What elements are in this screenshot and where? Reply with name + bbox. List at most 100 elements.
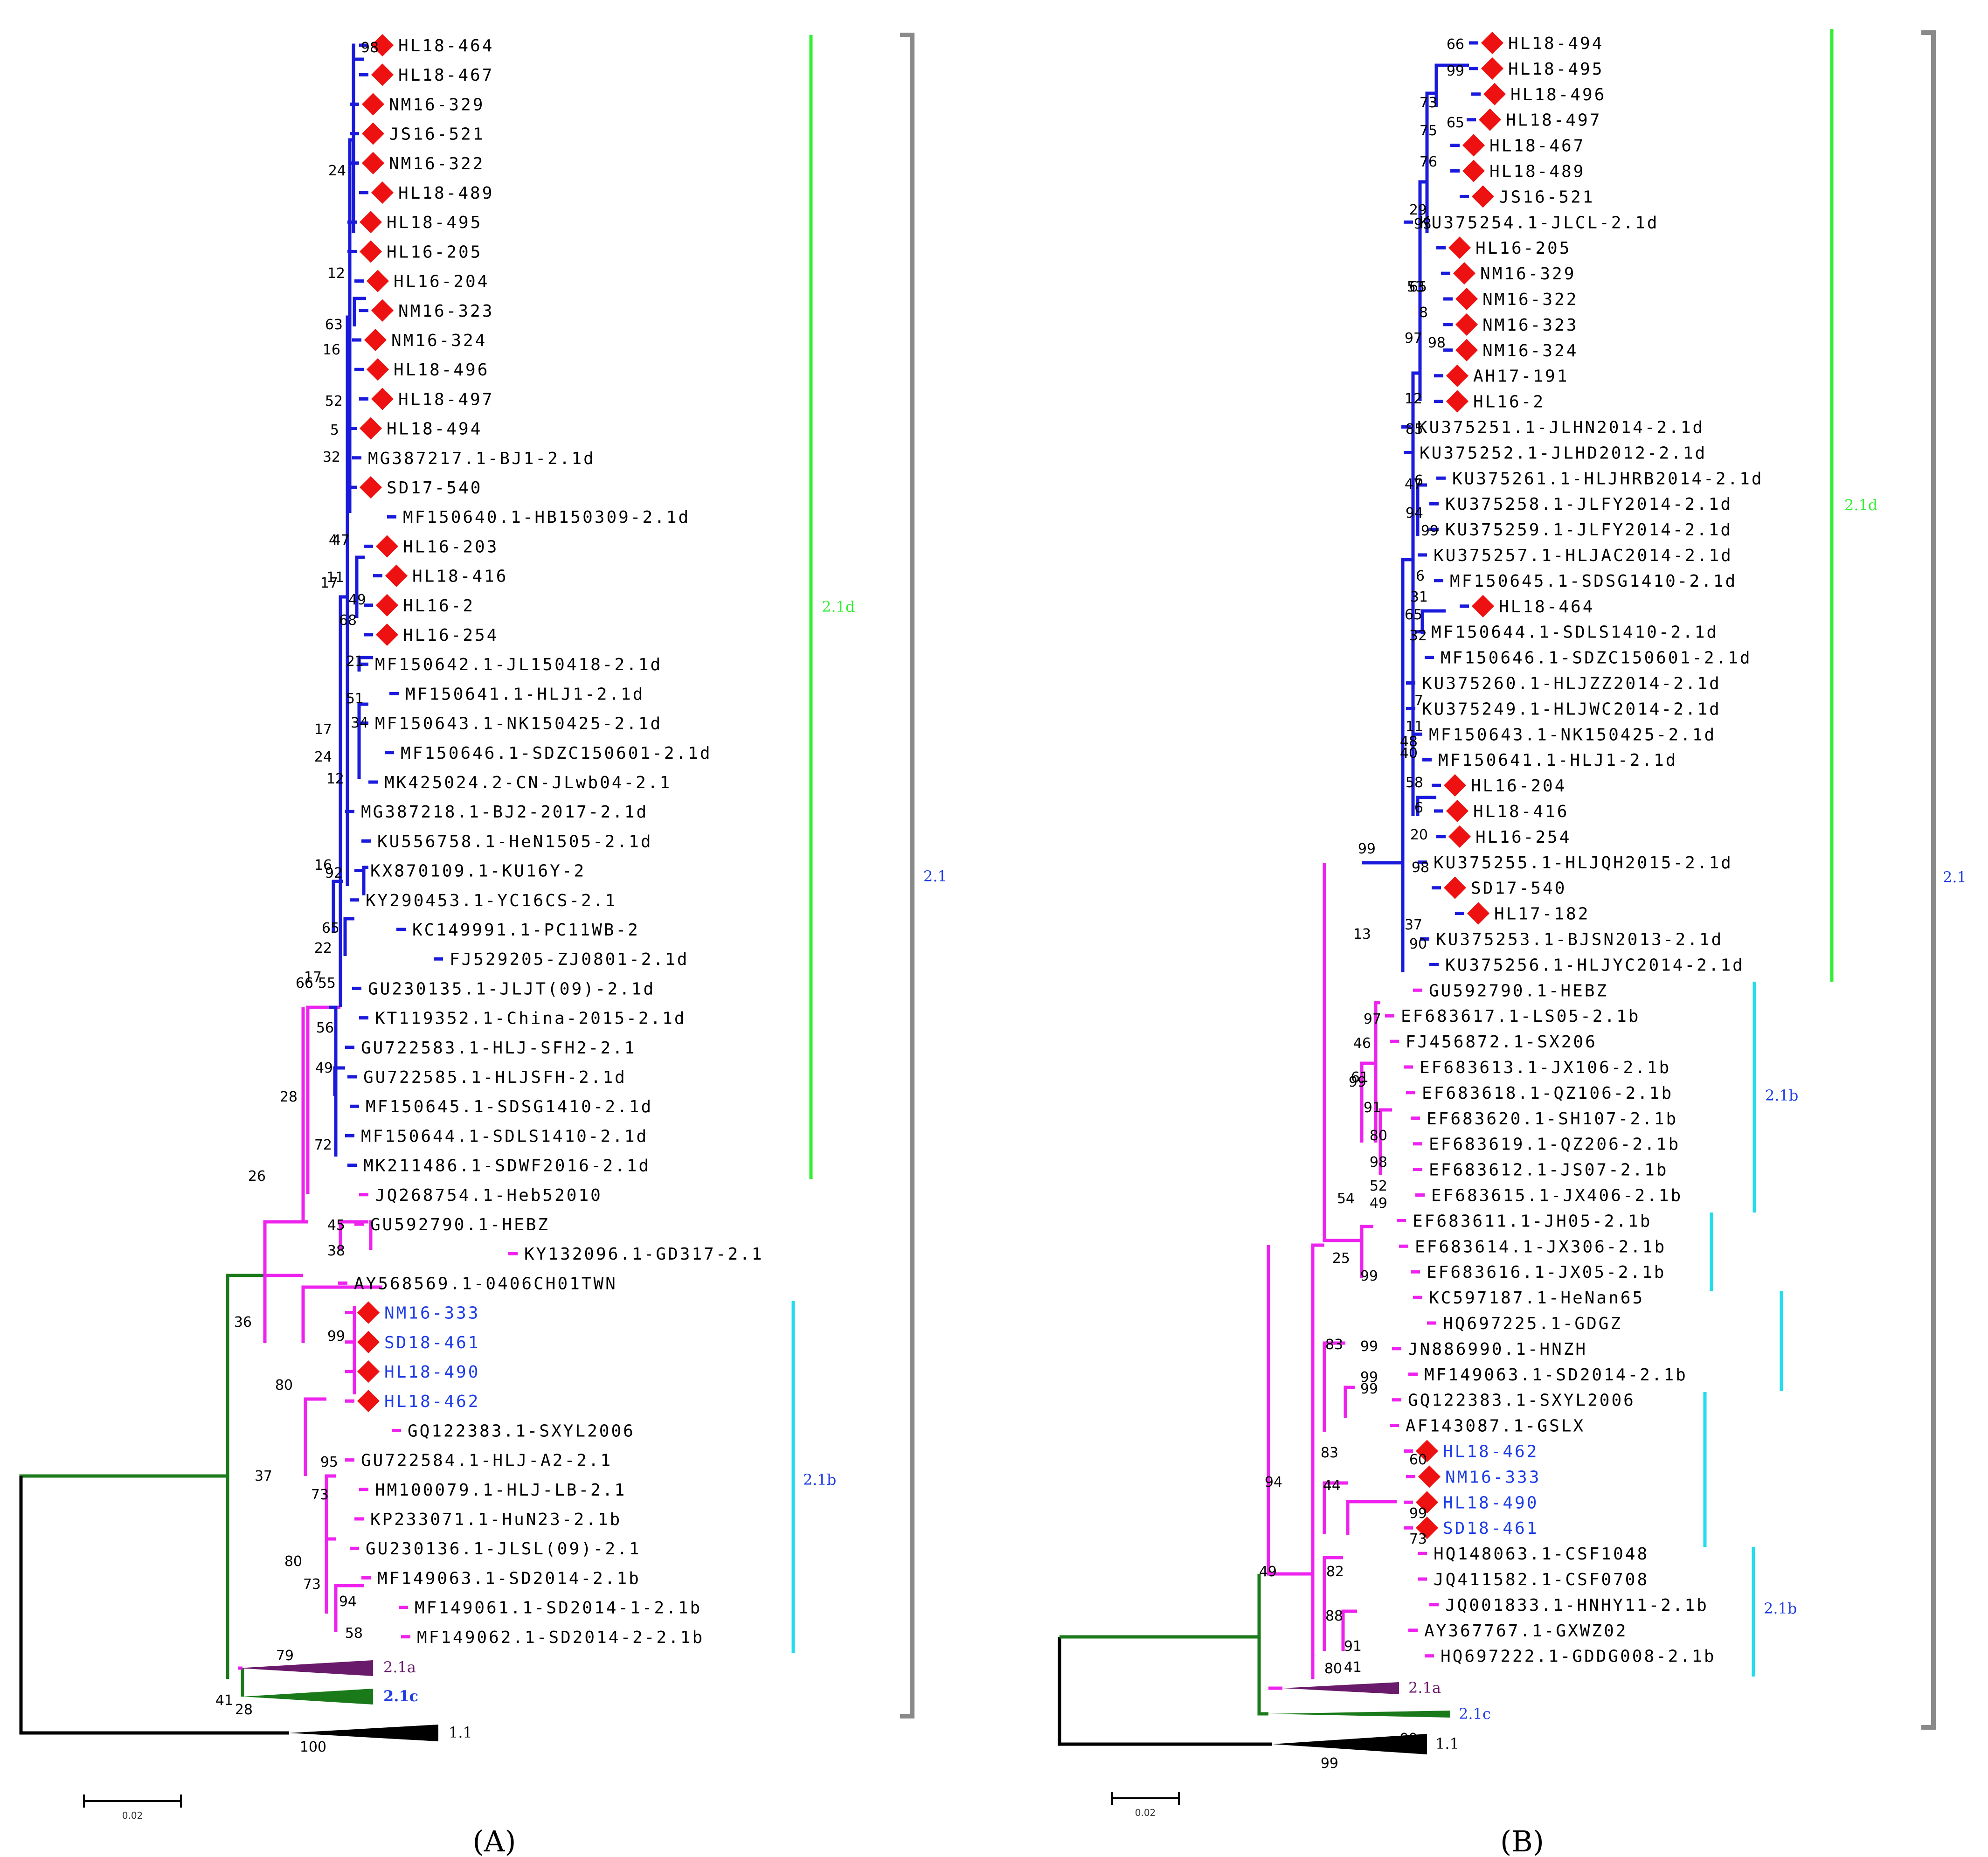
sample-marker-icon <box>361 152 385 174</box>
branch-21 <box>1344 1386 1355 1418</box>
tip-label-ku375255-1-hljqh2015-2-1d: KU375255.1-HLJQH2015-2.1d <box>1434 853 1733 873</box>
sample-marker-icon <box>1467 902 1490 925</box>
bootstrap-value: 56 <box>316 1020 334 1036</box>
bootstrap-value: 46 <box>1353 1035 1371 1052</box>
branch-22 <box>329 1005 338 1157</box>
bootstrap-value: 16 <box>323 342 340 358</box>
tip-label-sd18-461: SD18-461 <box>384 1333 480 1352</box>
tip-label-js16-521: JS16-521 <box>389 125 485 144</box>
sample-marker-icon <box>1415 1440 1439 1462</box>
sample-marker-icon <box>357 1330 380 1353</box>
collapsed-label-1-1-b: 1.1 <box>1435 1735 1459 1753</box>
bootstrap-value: 40 <box>1400 745 1418 762</box>
bootstrap-value: 17 <box>314 721 332 738</box>
branch-0 <box>19 1474 228 1721</box>
tip-label-gu230136-1-jlsl-09-2-1: GU230136.1-JLSL(09)-2.1 <box>366 1539 641 1559</box>
bootstrap-value: 36 <box>234 1314 252 1330</box>
bootstrap-value: 100 <box>300 1739 326 1755</box>
bootstrap-value: 41 <box>215 1692 233 1709</box>
bootstrap-value: 52 <box>325 393 343 409</box>
panel-label-b: (B) <box>1500 1824 1544 1857</box>
branch-4 <box>1267 1245 1313 1576</box>
tip-label-hl18-495: HL18-495 <box>387 213 482 232</box>
bootstrap-value: 12 <box>326 771 344 787</box>
collapsed-clade-2-1a <box>238 1660 373 1676</box>
tip-label-gu592790-1-hebz: GU592790.1-HEBZ <box>1429 981 1608 1000</box>
tip-label-mf150643-1-nk150425-2-1d: MF150643.1-NK150425-2.1d <box>375 714 662 734</box>
tip-label-hl16-2: HL16-2 <box>403 596 475 616</box>
sample-marker-icon <box>385 564 408 587</box>
tip-label-ku375249-1-hljwc2014-2-1d: KU375249.1-HLJWC2014-2.1d <box>1422 700 1721 719</box>
collapsed-clade-2-1a-b <box>1282 1682 1399 1694</box>
tip-label-kt119352-1-china-2015-2-1d: KT119352.1-China-2015-2.1d <box>375 1009 686 1028</box>
tip-label-gu722584-1-hlj-a2-2-1: GU722584.1-HLJ-A2-2.1 <box>361 1451 612 1470</box>
branch-20 <box>343 917 354 956</box>
bootstrap-value: 11 <box>1406 719 1423 735</box>
bootstrap-value: 49 <box>1259 1564 1277 1580</box>
tip-label-nm16-324: NM16-324 <box>1482 341 1578 360</box>
branch-7 <box>301 1007 308 1224</box>
branch-8 <box>1401 558 1413 972</box>
sample-marker-icon <box>359 417 382 440</box>
bootstrap-value: 53 <box>1407 279 1425 295</box>
bootstrap-value: 76 <box>1420 154 1437 170</box>
tip-label-hl18-497: HL18-497 <box>1506 111 1601 130</box>
tip-label-hl18-496: HL18-496 <box>1510 85 1606 104</box>
tip-label-ay568569-1-0406ch01twn: AY568569.1-0406CH01TWN <box>354 1274 617 1293</box>
tip-label-mf149061-1-sd2014-1-2-1b: MF149061.1-SD2014-1-2.1b <box>415 1599 702 1618</box>
branch-23 <box>333 1066 345 1096</box>
bootstrap-value: 49 <box>1370 1195 1387 1212</box>
sample-marker-icon <box>1446 390 1469 413</box>
tip-label-mf150644-1-sdls1410-2-1d: MF150644.1-SDLS1410-2.1d <box>1431 623 1718 642</box>
branch-13 <box>1416 483 1427 536</box>
tip-label-hl16-2: HL16-2 <box>1473 393 1545 412</box>
bootstrap-value: 99 <box>1400 1731 1418 1747</box>
tip-label-hq697225-1-gdgz: HQ697225.1-GDGZ <box>1443 1314 1622 1333</box>
bootstrap-value: 92 <box>325 865 343 881</box>
branch-14 <box>1420 609 1446 634</box>
clade-label-2-1: 2.1 <box>923 867 947 885</box>
sample-marker-icon <box>1462 134 1485 157</box>
tip-label-kc149991-1-pc11wb-2: KC149991.1-PC11WB-2 <box>412 921 640 940</box>
bootstrap-value: 65 <box>1447 115 1464 131</box>
bootstrap-value: 32 <box>1409 628 1427 644</box>
bootstrap-value: 60 <box>1409 1452 1427 1468</box>
bootstrap-value: 24 <box>328 163 346 179</box>
branch-10 <box>1418 180 1427 401</box>
bootstrap-value: 26 <box>248 1168 266 1185</box>
branch-5 <box>263 1220 303 1275</box>
panel-a-tip-labels: HL18-464 HL18-467 NM16-329 JS16-521 NM16-322… <box>354 36 762 1647</box>
tip-label-hl18-489: HL18-489 <box>398 184 494 203</box>
sample-marker-icon <box>357 1301 380 1324</box>
bootstrap-value: 28 <box>280 1089 298 1105</box>
tip-label-hl18-416: HL18-416 <box>1473 802 1569 821</box>
bootstrap-value: 49 <box>348 592 366 608</box>
tip-label-ku556758-1-hen1505-2-1d: KU556758.1-HeN1505-2.1d <box>377 832 653 851</box>
branch-20 <box>1323 1341 1345 1432</box>
bootstrap-value: 91 <box>1364 1100 1381 1116</box>
tip-label-hl16-254: HL16-254 <box>1475 828 1571 847</box>
bootstrap-value: 83 <box>1325 1337 1343 1353</box>
branch-6 <box>1323 863 1362 1242</box>
sample-marker-icon <box>1471 185 1495 208</box>
bootstrap-value: 63 <box>325 317 343 333</box>
tip-label-mg387217-1-bj1-2-1d: MG387217.1-BJ1-2.1d <box>368 449 596 468</box>
tip-label-nm16-329: NM16-329 <box>389 95 485 114</box>
tip-label-nm16-333: NM16-333 <box>1445 1468 1541 1487</box>
branch-22 <box>1323 1481 1348 1534</box>
collapsed-clade-1-1-b <box>1272 1734 1427 1754</box>
bootstrap-value: 98 <box>1428 335 1446 351</box>
branch-29 <box>325 1537 336 1614</box>
bootstrap-value: 7 <box>1414 693 1423 709</box>
clade-label-2-1b-b-lower: 2.1b <box>1764 1600 1797 1617</box>
tip-label-ef683616-1-jx05-2-1b: EF683616.1-JX05-2.1b <box>1427 1263 1666 1282</box>
sample-marker-icon <box>371 388 394 410</box>
tip-label-ku375257-1-hljac2014-2-1d: KU375257.1-HLJAC2014-2.1d <box>1434 546 1733 565</box>
tip-label-hl18-462: HL18-462 <box>1443 1442 1538 1462</box>
bootstrap-value: 45 <box>327 1217 345 1233</box>
bootstrap-value: 73 <box>1409 1531 1427 1547</box>
tip-label-ku375254-1-jlcl-2-1d: KU375254.1-JLCL-2.1d <box>1420 213 1659 232</box>
tip-label-nm16-323: NM16-323 <box>1482 316 1578 335</box>
clade-label-2-1d-b: 2.1d <box>1844 496 1877 514</box>
